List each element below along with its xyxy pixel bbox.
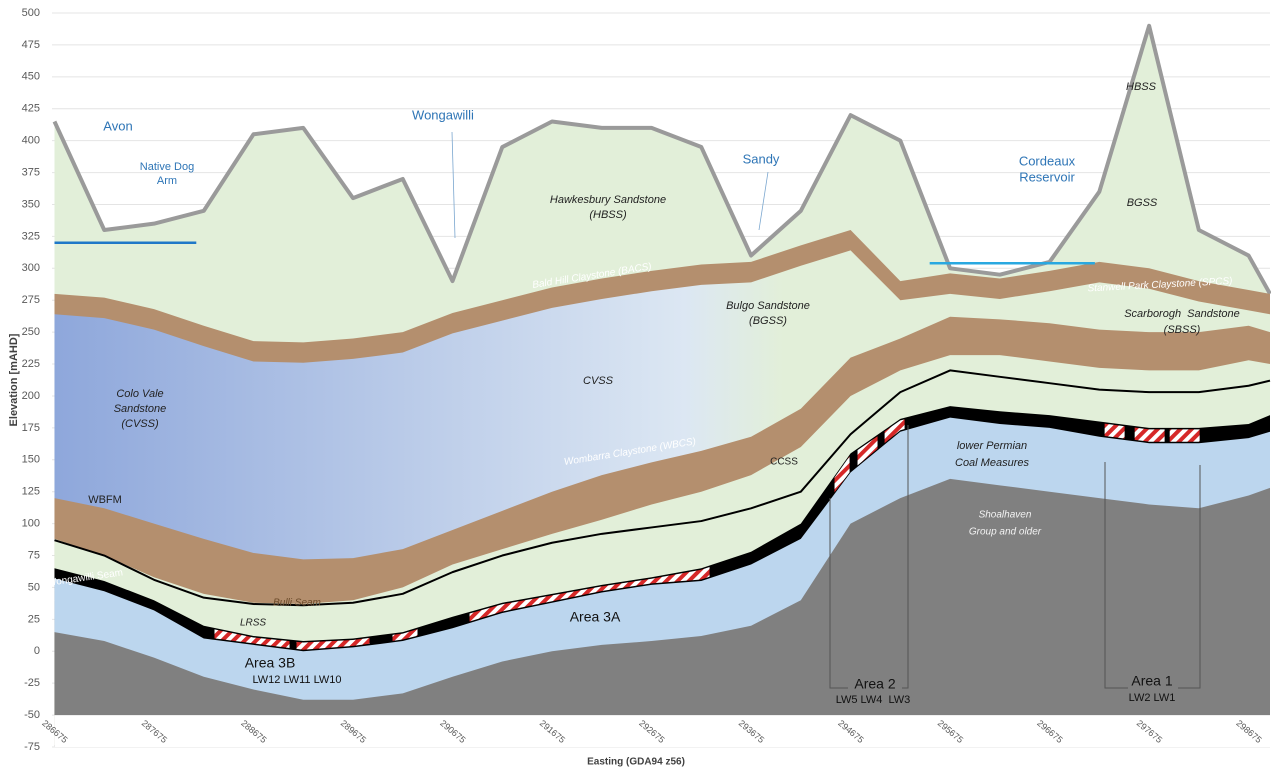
y-tick-label: 150	[22, 454, 40, 466]
annotation: Area 3A	[570, 609, 621, 625]
y-tick-label: 200	[22, 390, 40, 402]
y-tick-label: 375	[22, 166, 40, 178]
annotation: Bulli Seam	[273, 598, 321, 609]
y-tick-label: 425	[22, 103, 40, 115]
y-tick-label: 225	[22, 358, 40, 370]
annotation: Scarborogh Sandstone	[1124, 308, 1240, 320]
annotation: CCSS	[770, 457, 798, 468]
y-tick-label: -75	[24, 741, 40, 753]
annotation: (CVSS)	[121, 418, 159, 430]
annotation: LRSS	[240, 618, 266, 629]
mined-panel	[1170, 429, 1200, 441]
annotation: HBSS	[1126, 81, 1157, 93]
annotation: Sandstone	[114, 403, 167, 415]
y-axis-title: Elevation [mAHD]	[8, 333, 20, 426]
annotation: BGSS	[1127, 197, 1158, 209]
y-tick-label: -50	[24, 709, 40, 721]
y-tick-label: 250	[22, 326, 40, 338]
annotation: Area 3B	[245, 655, 296, 671]
pointer-line	[452, 132, 455, 238]
annotation: Area 1	[1131, 673, 1172, 689]
annotation: Sandy	[743, 151, 780, 166]
y-tick-label: 325	[22, 230, 40, 242]
chart: Elevation [mAHD] Easting (GDA94 z56) -75…	[0, 0, 1271, 771]
y-tick-label: -25	[24, 677, 40, 689]
annotation: Area 2	[854, 676, 895, 692]
y-tick-label: 475	[22, 39, 40, 51]
y-tick-label: 500	[22, 7, 40, 19]
annotation: CVSS	[583, 375, 614, 387]
x-axis-title: Easting (GDA94 z56)	[587, 757, 685, 768]
y-tick-label: 75	[28, 549, 40, 561]
annotation: LW12 LW11 LW10	[252, 674, 341, 686]
annotation: Cordeaux	[1019, 153, 1076, 168]
y-tick-label: 125	[22, 486, 40, 498]
annotation: (BGSS)	[749, 315, 787, 327]
annotation: Arm	[157, 175, 177, 187]
annotation: Native Dog	[140, 161, 194, 173]
y-tick-label: 100	[22, 518, 40, 530]
y-tick-label: 275	[22, 294, 40, 306]
y-tick-label: 0	[34, 645, 40, 657]
annotation: (HBSS)	[589, 209, 627, 221]
y-tick-label: 400	[22, 135, 40, 147]
annotation: Shoalhaven	[979, 510, 1032, 521]
y-tick-label: 50	[28, 581, 40, 593]
annotation: WBFM	[88, 494, 122, 506]
annotation: Hawkesbury Sandstone	[550, 194, 666, 206]
annotation: Coal Measures	[955, 457, 1029, 469]
y-tick-label: 175	[22, 422, 40, 434]
annotation: LW2 LW1	[1129, 692, 1176, 704]
mined-panel	[1105, 424, 1125, 439]
annotation: Bulgo Sandstone	[726, 300, 810, 312]
annotation: Colo Vale	[116, 388, 163, 400]
annotation: Reservoir	[1019, 169, 1075, 184]
annotation: lower Permian	[957, 440, 1027, 452]
mined-panel	[1135, 428, 1165, 442]
annotation: Wongawilli	[412, 107, 474, 122]
y-tick-label: 25	[28, 613, 40, 625]
annotation: LW5 LW4 LW3	[836, 694, 911, 706]
annotation: (SBSS)	[1164, 324, 1201, 336]
annotation: Group and older	[969, 527, 1042, 538]
y-tick-label: 450	[22, 71, 40, 83]
y-tick-label: 300	[22, 262, 40, 274]
annotation: Avon	[103, 118, 132, 133]
pointer-line	[759, 172, 768, 230]
layers	[54, 26, 1270, 747]
y-tick-label: 350	[22, 198, 40, 210]
